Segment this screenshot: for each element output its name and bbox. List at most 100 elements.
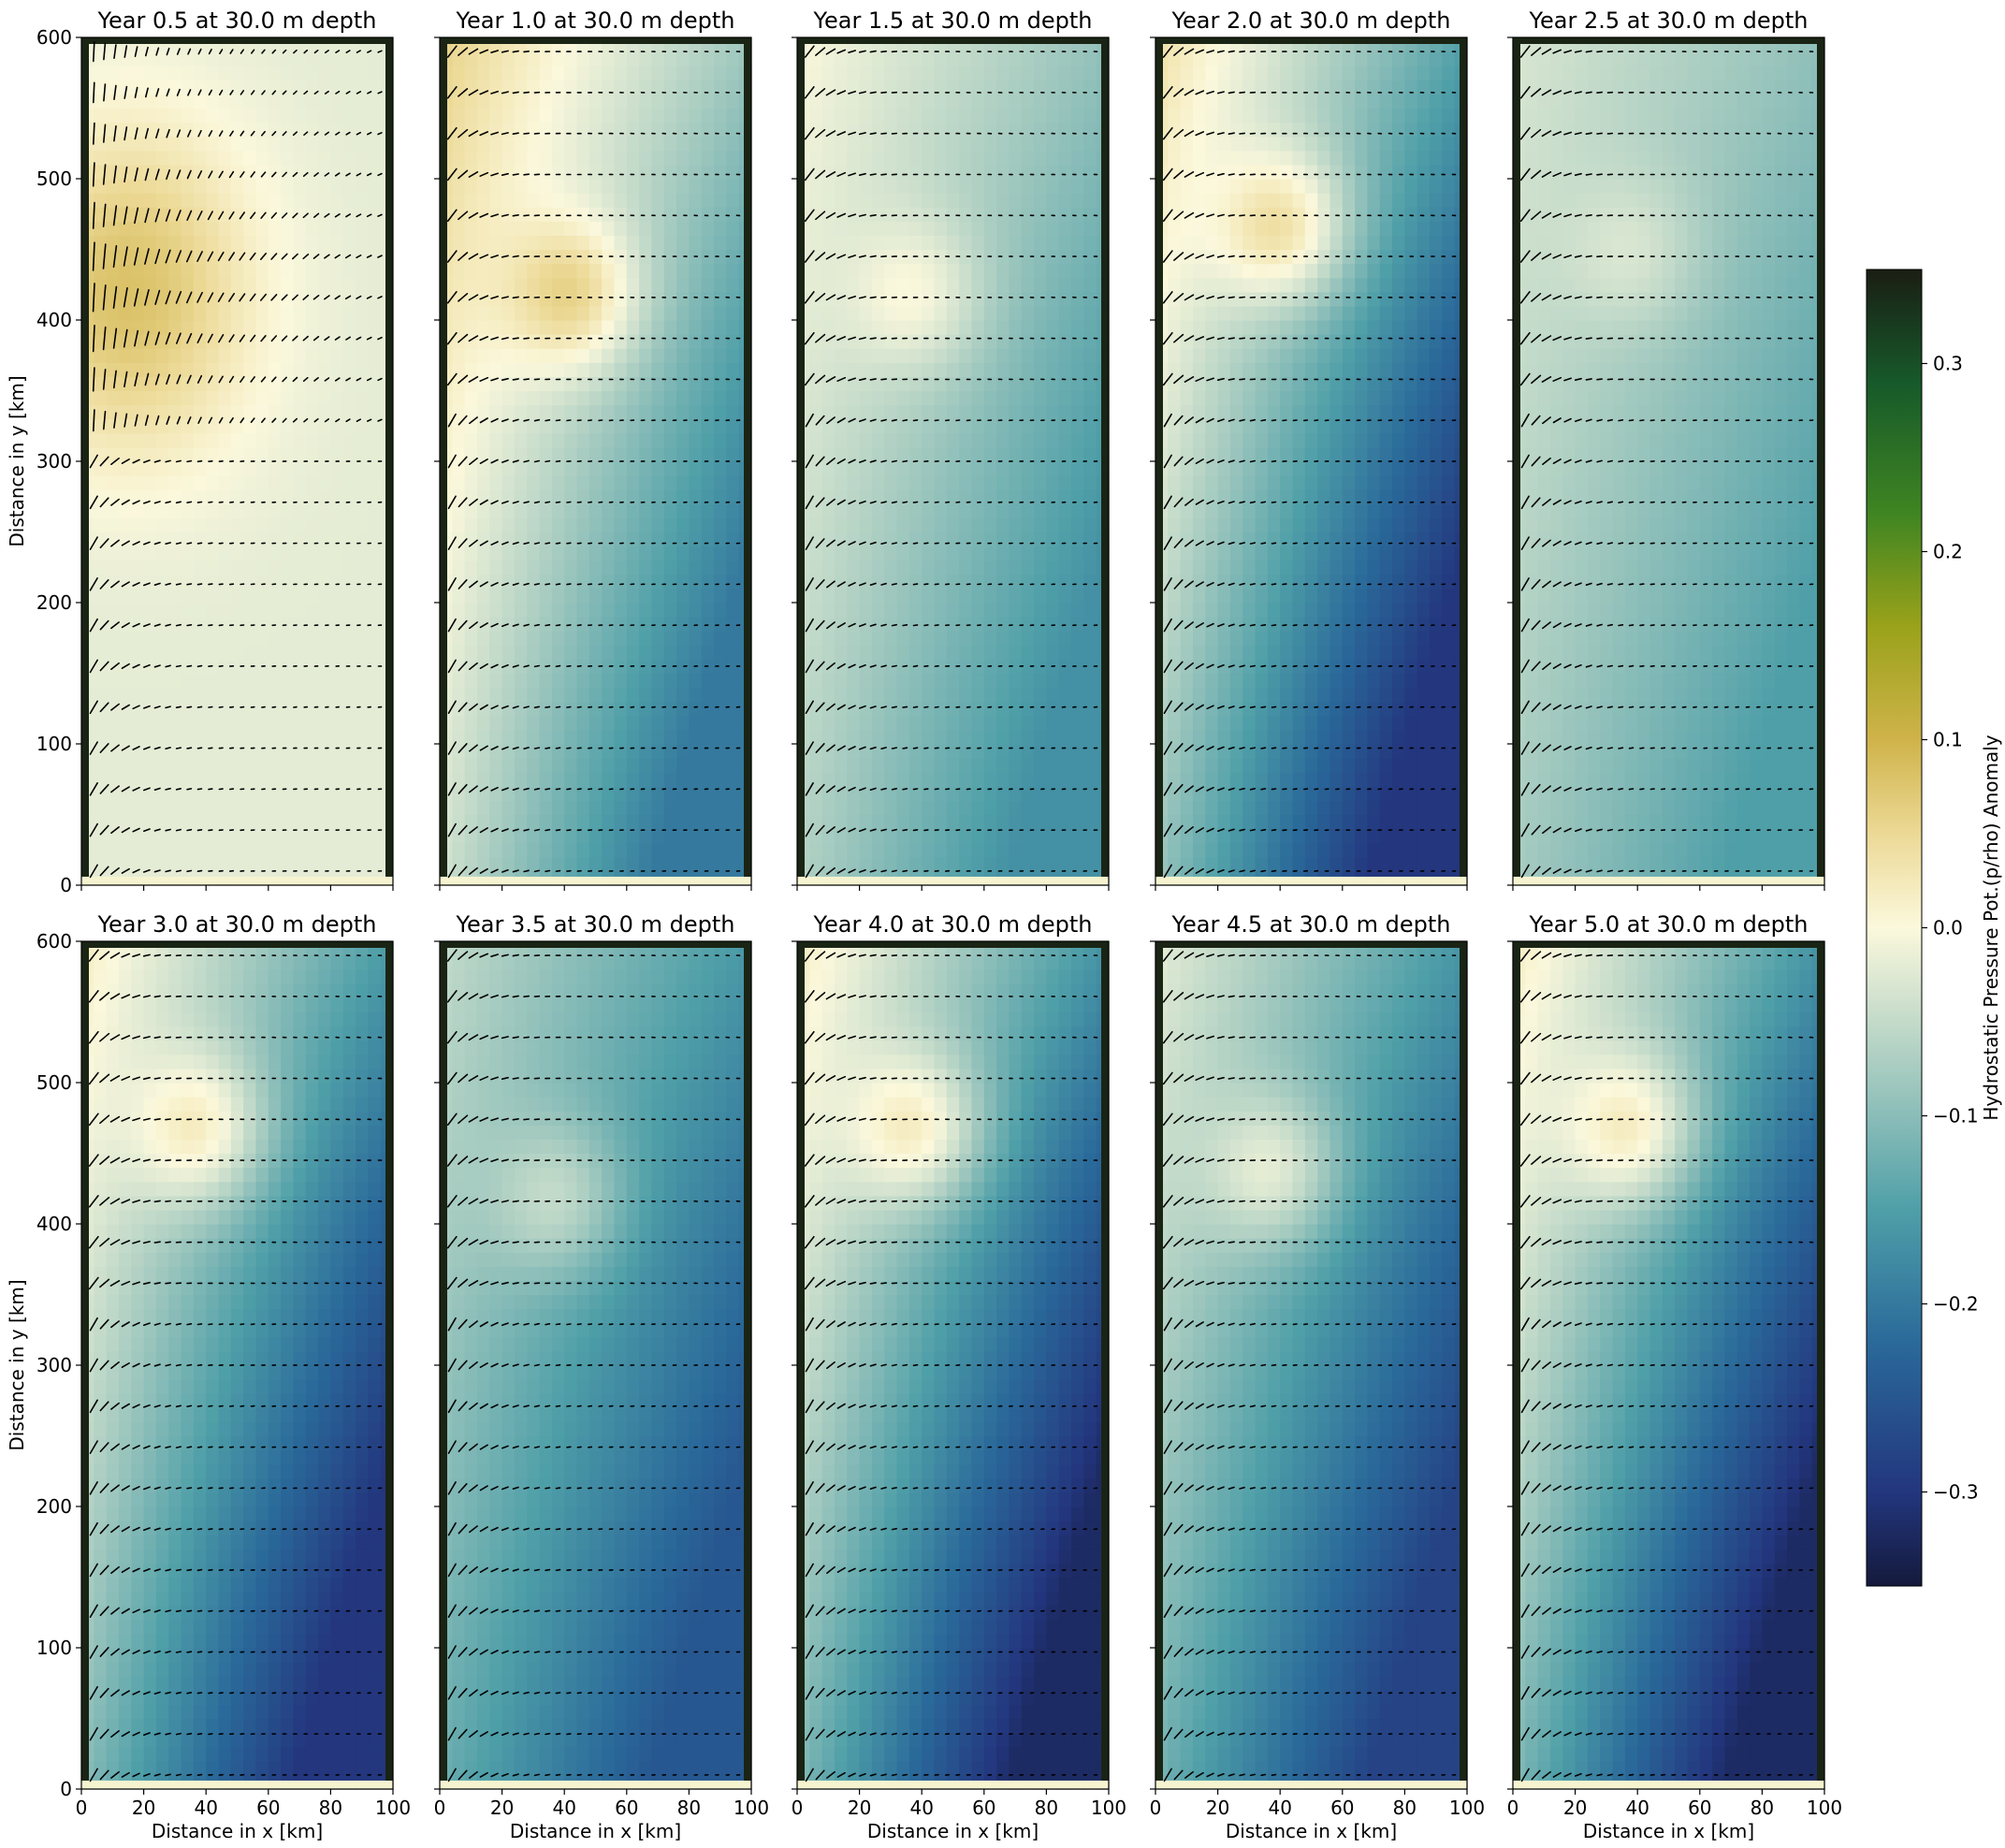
heat-cell	[269, 829, 282, 844]
heat-cell	[343, 575, 356, 589]
heat-cell	[281, 617, 294, 632]
heat-cell	[356, 674, 369, 689]
heat-cell	[306, 65, 319, 80]
heat-cell	[182, 80, 195, 95]
heat-cell	[714, 320, 727, 335]
heat-cell	[269, 744, 282, 759]
heat-cell	[614, 744, 627, 759]
heat-cell	[231, 617, 244, 632]
heat-cell	[515, 278, 528, 293]
heat-cell	[676, 589, 690, 604]
heat-cell	[243, 433, 256, 448]
heat-cell	[577, 744, 590, 759]
heat-cell	[293, 221, 306, 236]
heat-cell	[589, 179, 603, 194]
heat-cell	[144, 320, 157, 335]
heat-cell	[627, 65, 640, 80]
heat-cell	[639, 362, 652, 377]
quiver-arrow	[567, 420, 571, 421]
heat-cell	[527, 193, 540, 208]
heat-cell	[552, 51, 565, 66]
heat-cell	[156, 475, 169, 490]
heat-cell	[639, 137, 652, 152]
heat-cell	[182, 264, 195, 279]
heat-cell	[527, 772, 540, 787]
heat-cell	[589, 348, 603, 363]
heat-cell	[527, 674, 540, 689]
heat-cell	[281, 758, 294, 773]
heat-cell	[614, 264, 627, 279]
heat-cell	[540, 560, 553, 575]
heat-cell	[489, 503, 502, 518]
heat-cell	[602, 475, 615, 490]
heat-cell	[651, 320, 664, 335]
heat-cell	[182, 815, 195, 830]
heat-cell	[577, 815, 590, 830]
heat-cell	[343, 109, 356, 124]
heat-cell	[356, 857, 369, 872]
heat-cell	[627, 674, 640, 689]
heat-cell	[368, 151, 381, 166]
heat-cell	[515, 843, 528, 858]
quiver-arrow	[557, 420, 560, 421]
heat-cell	[477, 475, 490, 490]
heat-cell	[269, 137, 282, 152]
heat-cell	[714, 193, 727, 208]
quiver-arrow	[177, 830, 182, 831]
y-tick-label: 500	[36, 167, 72, 190]
heat-cell	[552, 603, 565, 618]
heat-cell	[318, 193, 331, 208]
heat-cell	[343, 334, 356, 349]
heat-cell	[156, 730, 169, 745]
heat-cell	[552, 123, 565, 138]
heat-cell	[281, 857, 294, 872]
heat-cell	[515, 292, 528, 307]
heat-cell	[182, 292, 195, 307]
heat-cell	[356, 151, 369, 166]
heat-cell	[119, 306, 132, 321]
heat-cell	[107, 730, 120, 745]
heat-cell	[318, 221, 331, 236]
heat-cell	[131, 772, 144, 787]
heat-cell	[306, 631, 319, 646]
heat-cell	[639, 51, 652, 66]
heat-cell	[651, 391, 664, 406]
heat-cell	[627, 334, 640, 349]
heat-cell	[714, 800, 727, 815]
heat-cell	[368, 94, 381, 109]
heat-cell	[131, 631, 144, 646]
heat-cell	[356, 645, 369, 660]
heat-cell	[144, 800, 157, 815]
heat-cell	[726, 546, 739, 561]
heat-cell	[281, 320, 294, 335]
heat-cell	[231, 151, 244, 166]
heat-cell	[318, 447, 331, 462]
heat-cell	[702, 758, 715, 773]
heat-cell	[702, 123, 715, 138]
heat-cell	[676, 517, 690, 532]
heat-cell	[231, 815, 244, 830]
heat-cell	[540, 688, 553, 703]
heat-cell	[714, 688, 727, 703]
heat-cell	[293, 503, 306, 518]
heat-cell	[614, 433, 627, 448]
heat-cell	[702, 405, 715, 420]
heat-cell	[243, 772, 256, 787]
heat-cell	[107, 391, 120, 406]
heat-cell	[489, 730, 502, 745]
heat-cell	[356, 617, 369, 632]
quiver-arrow	[177, 584, 182, 585]
heat-cell	[243, 744, 256, 759]
heat-cell	[589, 137, 603, 152]
heat-cell	[206, 433, 219, 448]
heat-cell	[602, 857, 615, 872]
heat-cell	[577, 532, 590, 547]
heat-cell	[589, 207, 603, 222]
heat-cell	[330, 264, 343, 279]
heat-cell	[527, 461, 540, 476]
heat-cell	[107, 475, 120, 490]
heat-cell	[131, 857, 144, 872]
quiver-arrow	[557, 789, 560, 790]
heat-cell	[206, 235, 219, 250]
heat-cell	[156, 517, 169, 532]
